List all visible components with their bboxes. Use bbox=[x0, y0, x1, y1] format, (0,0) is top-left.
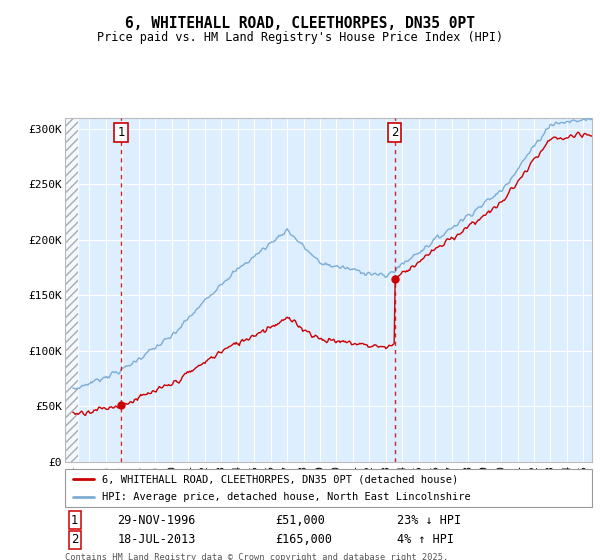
Bar bbox=[65, 118, 78, 462]
Text: 6, WHITEHALL ROAD, CLEETHORPES, DN35 0PT: 6, WHITEHALL ROAD, CLEETHORPES, DN35 0PT bbox=[125, 16, 475, 31]
Text: 29-NOV-1996: 29-NOV-1996 bbox=[118, 514, 196, 527]
Text: £165,000: £165,000 bbox=[275, 533, 332, 546]
Text: 1: 1 bbox=[71, 514, 79, 527]
Text: 2: 2 bbox=[71, 533, 79, 546]
Text: 23% ↓ HPI: 23% ↓ HPI bbox=[397, 514, 461, 527]
Text: 6, WHITEHALL ROAD, CLEETHORPES, DN35 0PT (detached house): 6, WHITEHALL ROAD, CLEETHORPES, DN35 0PT… bbox=[101, 474, 458, 484]
Text: HPI: Average price, detached house, North East Lincolnshire: HPI: Average price, detached house, Nort… bbox=[101, 492, 470, 502]
Text: Contains HM Land Registry data © Crown copyright and database right 2025.
This d: Contains HM Land Registry data © Crown c… bbox=[65, 553, 448, 560]
Text: 1: 1 bbox=[117, 126, 125, 139]
Text: Price paid vs. HM Land Registry's House Price Index (HPI): Price paid vs. HM Land Registry's House … bbox=[97, 31, 503, 44]
FancyBboxPatch shape bbox=[65, 469, 592, 507]
Text: 4% ↑ HPI: 4% ↑ HPI bbox=[397, 533, 454, 546]
Text: £51,000: £51,000 bbox=[275, 514, 325, 527]
Text: 18-JUL-2013: 18-JUL-2013 bbox=[118, 533, 196, 546]
Text: 2: 2 bbox=[391, 126, 398, 139]
Bar bbox=[65, 118, 78, 462]
